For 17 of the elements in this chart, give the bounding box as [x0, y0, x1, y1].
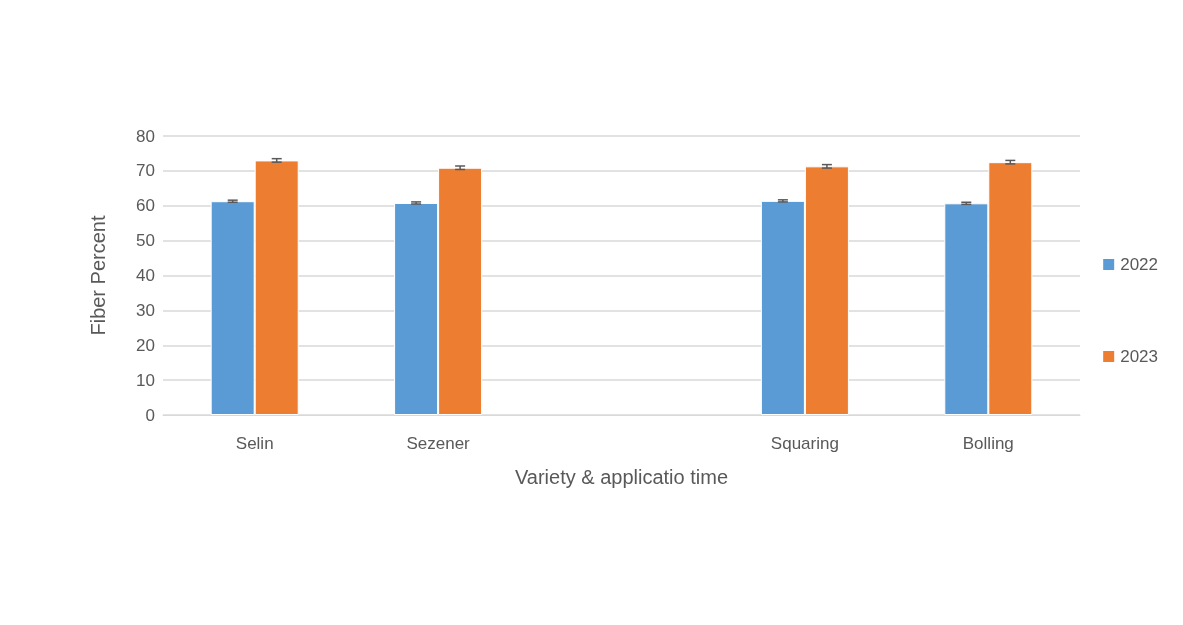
y-tick-label: 10 — [136, 370, 155, 390]
x-tick-label: Squaring — [770, 434, 839, 453]
y-tick-label: 80 — [136, 126, 155, 146]
y-tick-label: 40 — [136, 266, 155, 285]
x-axis-title: Variety & applicatio time — [514, 466, 729, 488]
y-tick-label: 60 — [136, 196, 155, 216]
x-tick-label: Selin — [235, 434, 274, 453]
x-tick-label: Sezener — [406, 434, 471, 453]
legend-label: 2022 — [1120, 255, 1159, 274]
y-tick-label: 70 — [136, 161, 155, 181]
y-tick-label: 30 — [136, 300, 155, 320]
y-tick-label: 20 — [136, 335, 155, 355]
y-axis-title: Fiber Percent — [87, 215, 109, 336]
y-tick-label: 50 — [136, 231, 155, 251]
legend-label: 2023 — [1120, 347, 1159, 366]
y-tick-label: 0 — [145, 405, 155, 425]
x-tick-label: Bolling — [962, 434, 1014, 453]
